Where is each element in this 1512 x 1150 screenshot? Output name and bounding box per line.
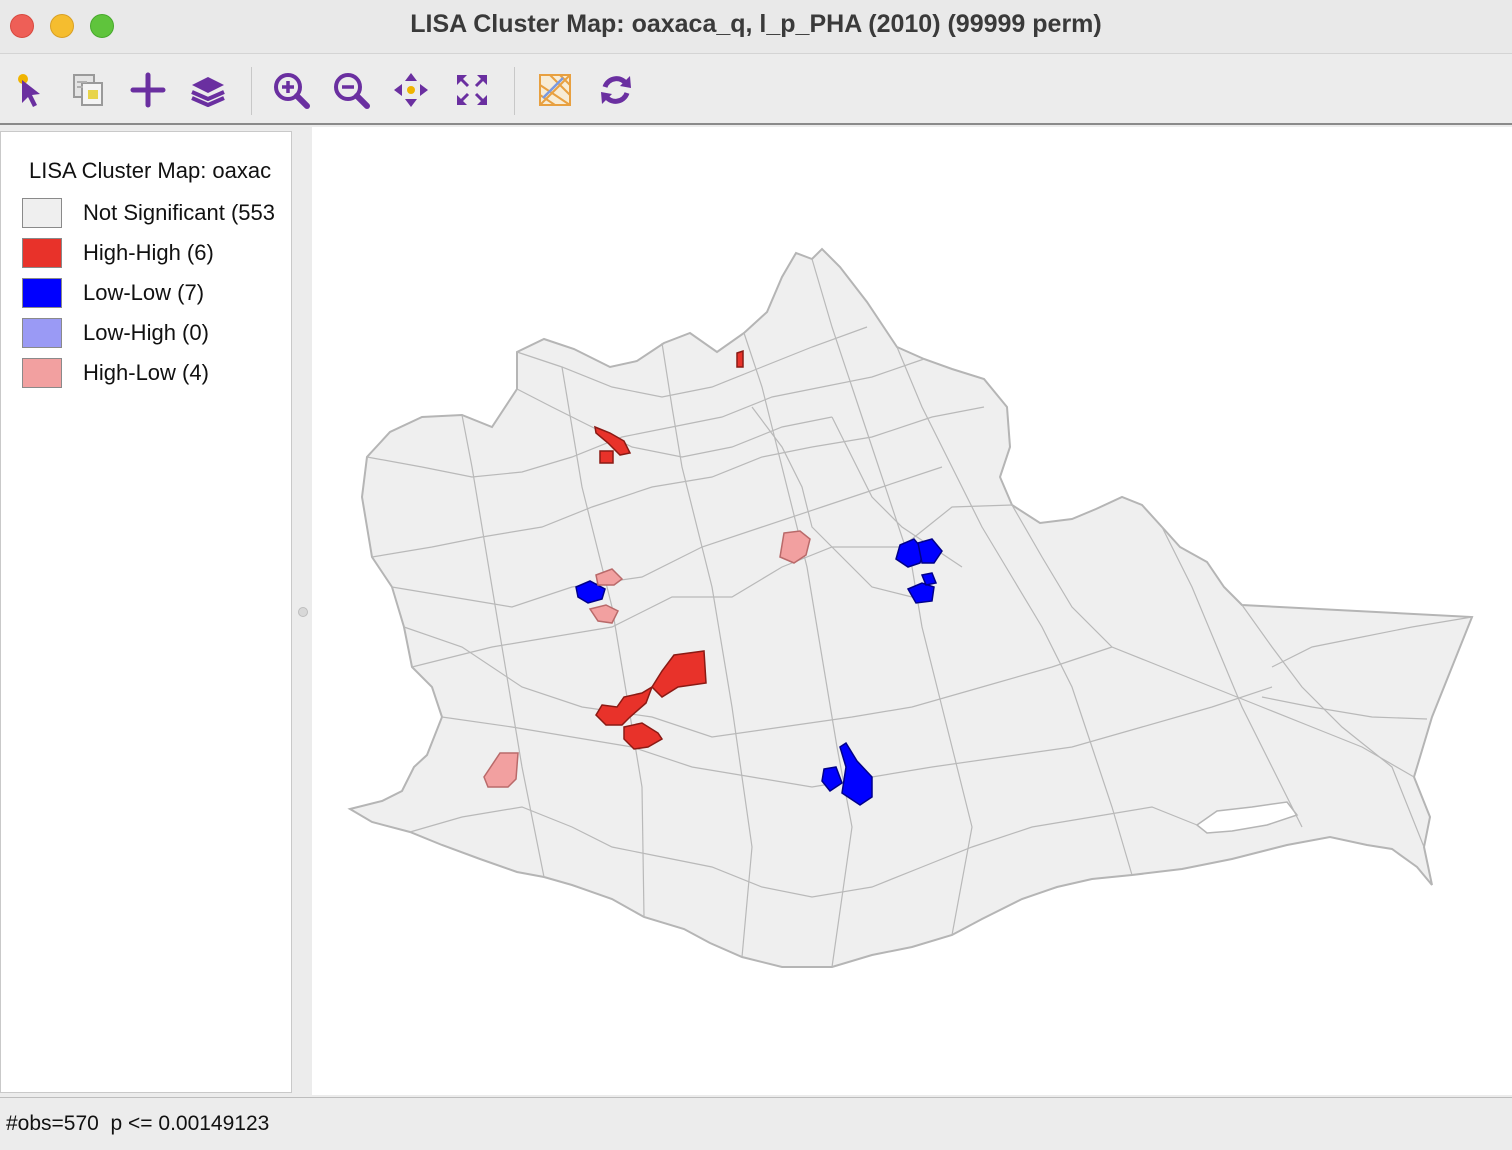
close-window-button[interactable] xyxy=(10,14,34,38)
zoom-in-icon xyxy=(274,73,310,109)
toolbar-separator xyxy=(251,67,252,115)
window-title: LISA Cluster Map: oaxaca_q, l_p_PHA (201… xyxy=(410,10,1102,38)
region-high-low xyxy=(483,752,519,788)
region-low-low xyxy=(906,582,935,604)
basemap-icon xyxy=(539,74,571,106)
refresh-icon xyxy=(601,76,631,104)
cluster-high-low xyxy=(483,530,811,788)
region-high-high xyxy=(594,425,632,456)
region-high-low xyxy=(588,604,620,624)
pan-icon xyxy=(394,73,428,107)
zoom-out-button[interactable] xyxy=(329,68,373,112)
title-bar: LISA Cluster Map: oaxaca_q, l_p_PHA (201… xyxy=(0,0,1512,54)
region-high-high xyxy=(736,349,744,368)
region-low-low xyxy=(920,572,938,586)
legend-item-label: High-High (6) xyxy=(83,240,214,265)
region-high-high xyxy=(623,722,664,750)
zoom-out-icon xyxy=(334,73,370,109)
state-outline xyxy=(347,247,1474,968)
full-extent-button[interactable] xyxy=(450,68,494,112)
legend-item-label: High-Low (4) xyxy=(83,360,209,385)
region-high-high xyxy=(651,650,707,698)
select-tool-button[interactable] xyxy=(8,68,52,112)
legend-item-label: Not Significant (553 xyxy=(83,200,275,225)
legend-item-label: Low-High (0) xyxy=(83,320,209,345)
full-extent-icon xyxy=(457,75,487,105)
map-legend: LISA Cluster Map: oaxac Not Significant … xyxy=(0,131,292,1093)
region-high-high xyxy=(599,450,614,464)
region-low-low xyxy=(575,580,606,604)
region-low-low xyxy=(821,766,843,793)
pointer-icon xyxy=(18,74,40,107)
legend-item-label: Low-Low (7) xyxy=(83,280,205,305)
maximize-window-button[interactable] xyxy=(90,14,114,38)
lagoon xyxy=(1195,801,1299,834)
region-high-high xyxy=(595,685,654,726)
minimize-window-button[interactable] xyxy=(50,14,74,38)
region-low-low xyxy=(895,538,925,568)
basemap-button[interactable] xyxy=(533,68,577,112)
region-high-low xyxy=(779,530,811,564)
legend-swatch xyxy=(22,238,62,268)
layers-icon xyxy=(191,77,225,107)
status-text: #obs=570 p <= 0.00149123 xyxy=(6,1112,270,1135)
plus-icon xyxy=(130,72,166,108)
map-toolbar xyxy=(0,55,1512,125)
region-low-low xyxy=(917,538,943,564)
status-bar: #obs=570 p <= 0.00149123 xyxy=(0,1097,1512,1150)
map-canvas[interactable] xyxy=(312,127,1512,1095)
legend-swatch xyxy=(22,278,62,308)
zoom-in-button[interactable] xyxy=(269,68,313,112)
cluster-low-low xyxy=(575,538,943,806)
cluster-high-high xyxy=(594,349,744,750)
layers-button[interactable] xyxy=(186,68,230,112)
refresh-button[interactable] xyxy=(594,68,638,112)
legend-swatch xyxy=(22,198,62,228)
splitter-handle[interactable] xyxy=(294,604,312,620)
municipality-boundaries xyxy=(366,258,1473,968)
oaxaca-map xyxy=(347,247,1474,968)
region-high-low xyxy=(595,568,624,586)
legend-swatch xyxy=(22,358,62,388)
pan-button[interactable] xyxy=(389,68,433,112)
region-low-low xyxy=(839,741,873,806)
copy-image-button[interactable] xyxy=(66,68,110,112)
legend-title: LISA Cluster Map: oaxac xyxy=(29,158,272,183)
add-button[interactable] xyxy=(126,68,170,112)
legend-swatch xyxy=(22,318,62,348)
toolbar-separator xyxy=(514,67,515,115)
copy-image-icon xyxy=(73,74,103,106)
